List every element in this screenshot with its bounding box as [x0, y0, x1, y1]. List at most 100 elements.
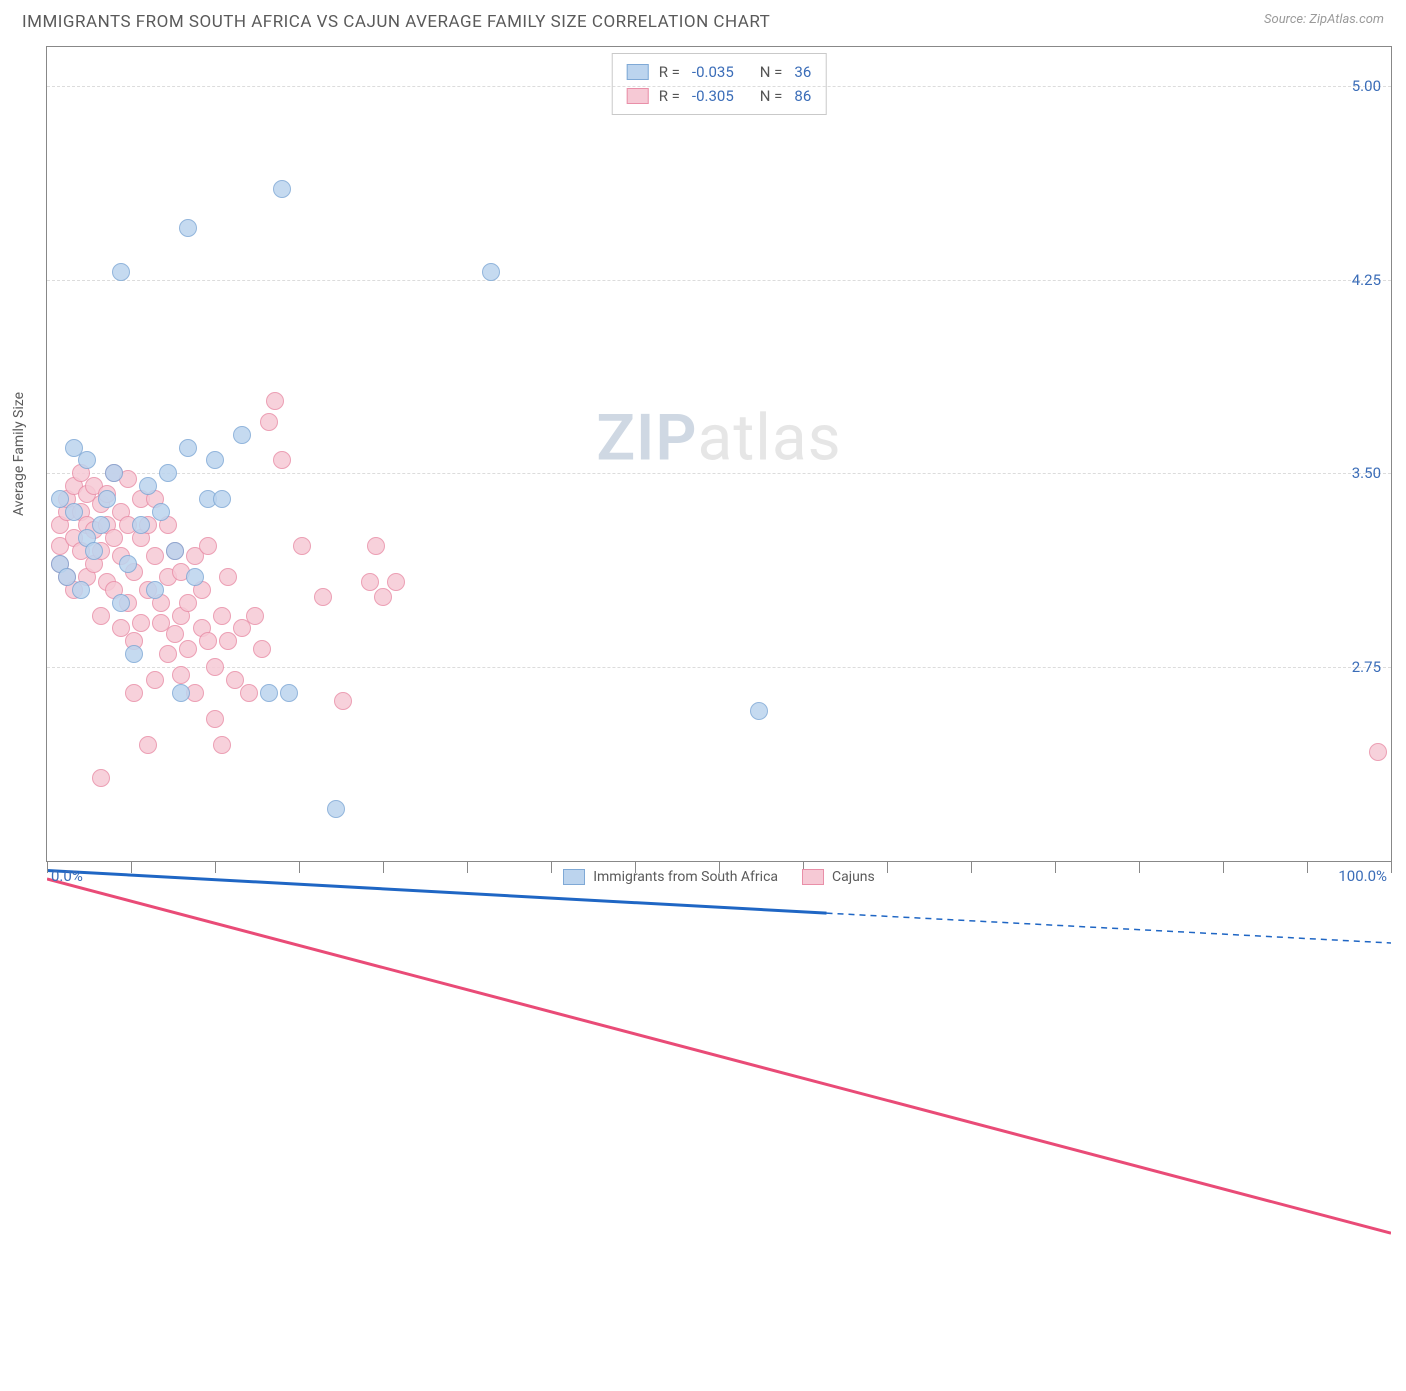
point-series-b [199, 632, 217, 650]
point-series-a [280, 684, 298, 702]
point-series-a [92, 516, 110, 534]
n-value-b: 86 [794, 84, 811, 108]
point-series-a [72, 581, 90, 599]
r-value-a: -0.035 [692, 60, 734, 84]
plot-surface: ZIPatlas R = -0.035 N = 36 R = -0.305 N … [47, 47, 1391, 861]
point-series-a [132, 516, 150, 534]
n-label-b: N = [760, 84, 783, 108]
point-series-a [85, 542, 103, 560]
n-value-a: 36 [794, 60, 811, 84]
chart-title: IMMIGRANTS FROM SOUTH AFRICA VS CAJUN AV… [22, 12, 770, 32]
point-series-b [219, 568, 237, 586]
stats-row-a: R = -0.035 N = 36 [627, 60, 812, 84]
point-series-a [206, 451, 224, 469]
point-series-b [273, 451, 291, 469]
point-series-a [112, 263, 130, 281]
legend-label-a: Immigrants from South Africa [593, 869, 778, 885]
point-series-b [374, 588, 392, 606]
watermark-part2: atlas [698, 400, 842, 475]
y-tick-label: 2.75 [1352, 658, 1381, 676]
stats-legend: R = -0.035 N = 36 R = -0.305 N = 86 [612, 53, 827, 115]
point-series-a [482, 263, 500, 281]
swatch-series-b [627, 88, 649, 104]
point-series-a [213, 490, 231, 508]
point-series-b [179, 640, 197, 658]
point-series-b [179, 594, 197, 612]
point-series-a [260, 684, 278, 702]
point-series-b [206, 710, 224, 728]
legend-item-a: Immigrants from South Africa [563, 869, 778, 885]
point-series-a [172, 684, 190, 702]
source-label: Source: ZipAtlas.com [1264, 12, 1384, 27]
point-series-b [293, 537, 311, 555]
point-series-b [253, 640, 271, 658]
point-series-b [92, 607, 110, 625]
point-series-a [179, 219, 197, 237]
point-series-a [159, 464, 177, 482]
point-series-b [146, 671, 164, 689]
y-axis-title: Average Family Size [11, 392, 27, 516]
point-series-b [1369, 743, 1387, 761]
point-series-b [132, 614, 150, 632]
point-series-a [233, 426, 251, 444]
point-series-a [152, 503, 170, 521]
point-series-a [105, 464, 123, 482]
n-label-a: N = [760, 60, 783, 84]
y-tick-label: 4.25 [1352, 271, 1381, 289]
swatch-series-a-icon [563, 869, 585, 885]
y-tick-label: 3.50 [1352, 464, 1381, 482]
point-series-a [166, 542, 184, 560]
point-series-b [260, 413, 278, 431]
point-series-b [159, 645, 177, 663]
chart-area: ZIPatlas R = -0.035 N = 36 R = -0.305 N … [46, 46, 1392, 862]
point-series-b [92, 769, 110, 787]
swatch-series-b-icon [802, 869, 824, 885]
point-series-a [750, 702, 768, 720]
point-series-a [327, 800, 345, 818]
point-series-b [206, 658, 224, 676]
r-label-a: R = [659, 60, 680, 84]
point-series-a [273, 180, 291, 198]
point-series-b [125, 684, 143, 702]
x-tick [1391, 861, 1392, 873]
point-series-a [98, 490, 116, 508]
legend-label-b: Cajuns [832, 869, 875, 885]
point-series-a [112, 594, 130, 612]
trend-lines [47, 47, 1391, 1391]
watermark: ZIPatlas [596, 400, 841, 475]
point-series-b [219, 632, 237, 650]
point-series-b [240, 684, 258, 702]
point-series-a [65, 503, 83, 521]
legend-item-b: Cajuns [802, 869, 875, 885]
point-series-b [387, 573, 405, 591]
point-series-b [367, 537, 385, 555]
point-series-b [105, 529, 123, 547]
bottom-legend: Immigrants from South Africa Cajuns [47, 869, 1391, 885]
gridline [47, 280, 1391, 281]
swatch-series-a [627, 64, 649, 80]
r-value-b: -0.305 [692, 84, 734, 108]
point-series-b [146, 547, 164, 565]
point-series-a [179, 439, 197, 457]
point-series-b [213, 736, 231, 754]
gridline [47, 667, 1391, 668]
point-series-a [186, 568, 204, 586]
point-series-b [172, 666, 190, 684]
point-series-b [233, 619, 251, 637]
gridline [47, 473, 1391, 474]
y-tick-label: 5.00 [1352, 77, 1381, 95]
stats-row-b: R = -0.305 N = 86 [627, 84, 812, 108]
point-series-a [78, 451, 96, 469]
point-series-b [213, 607, 231, 625]
watermark-part1: ZIP [596, 400, 697, 475]
point-series-b [166, 625, 184, 643]
gridline [47, 86, 1391, 87]
point-series-b [246, 607, 264, 625]
point-series-a [125, 645, 143, 663]
point-series-a [119, 555, 137, 573]
point-series-b [199, 537, 217, 555]
point-series-a [139, 477, 157, 495]
point-series-b [139, 736, 157, 754]
point-series-b [334, 692, 352, 710]
point-series-b [266, 392, 284, 410]
